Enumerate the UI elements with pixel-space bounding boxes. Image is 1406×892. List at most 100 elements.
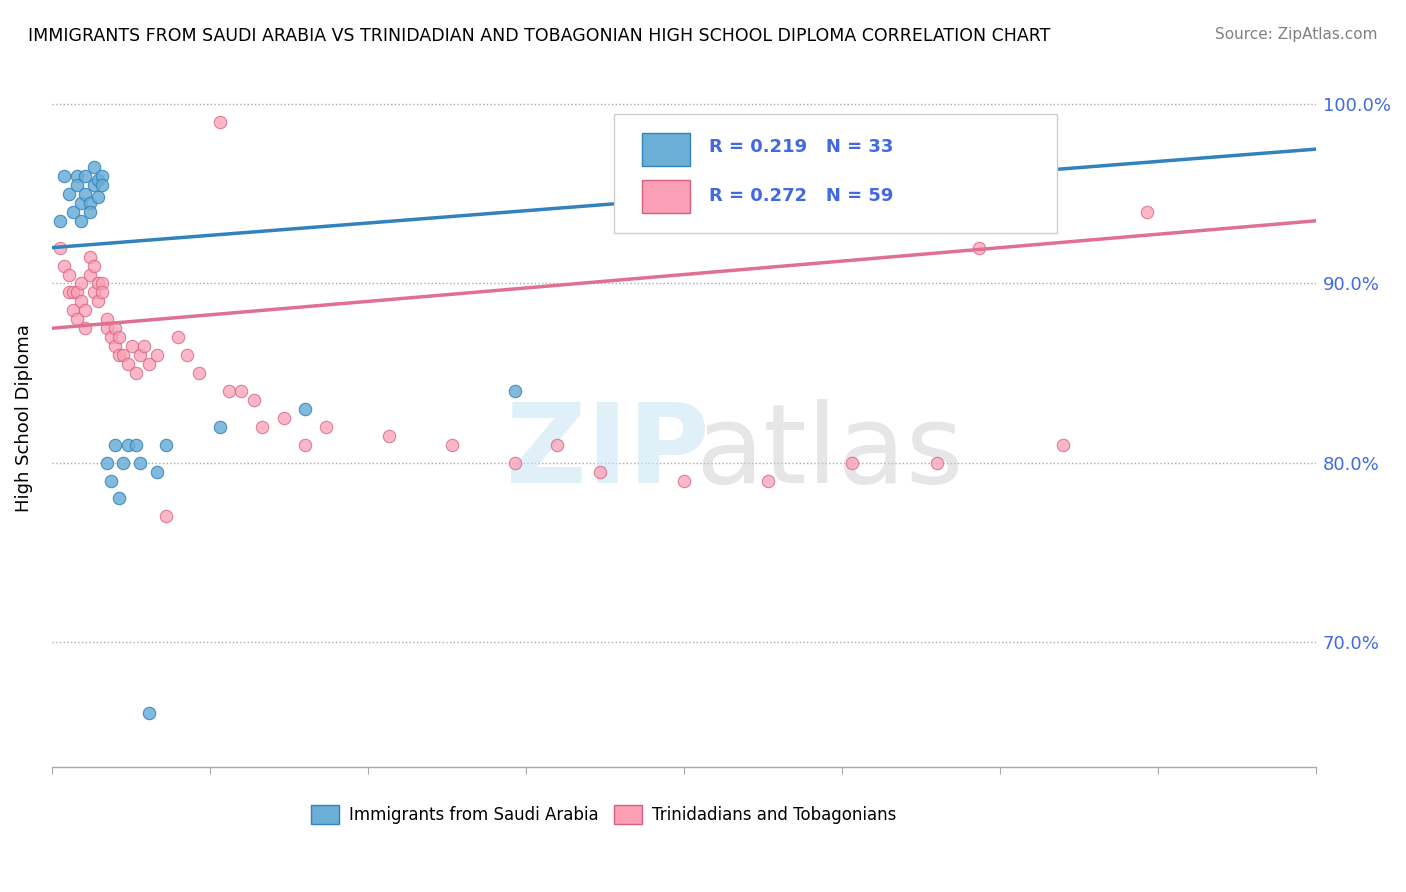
Point: [112, 456, 135, 470]
Point: [129, 456, 152, 470]
Point: [588, 465, 610, 479]
FancyBboxPatch shape: [643, 179, 690, 213]
Point: [91, 277, 114, 291]
Point: [104, 438, 127, 452]
Point: [75, 169, 97, 183]
Point: [1052, 438, 1074, 452]
Point: [117, 357, 139, 371]
FancyBboxPatch shape: [614, 114, 1057, 233]
Point: [243, 392, 266, 407]
Point: [58, 186, 80, 201]
Point: [75, 321, 97, 335]
Point: [104, 339, 127, 353]
Point: [49, 214, 72, 228]
Point: [252, 419, 274, 434]
Point: [70, 294, 93, 309]
Point: [79, 195, 101, 210]
Point: [75, 186, 97, 201]
Point: [967, 142, 990, 156]
Text: Source: ZipAtlas.com: Source: ZipAtlas.com: [1215, 27, 1378, 42]
Point: [83, 160, 105, 174]
Point: [91, 285, 114, 300]
Point: [70, 195, 93, 210]
Point: [79, 268, 101, 282]
Text: R = 0.219   N = 33: R = 0.219 N = 33: [709, 138, 894, 156]
Point: [66, 285, 89, 300]
Point: [87, 277, 110, 291]
Point: [100, 330, 122, 344]
Point: [125, 438, 148, 452]
Point: [58, 268, 80, 282]
Point: [70, 214, 93, 228]
Point: [87, 190, 110, 204]
Point: [53, 259, 76, 273]
Text: R = 0.272   N = 59: R = 0.272 N = 59: [709, 187, 894, 205]
Point: [58, 285, 80, 300]
Text: atlas: atlas: [695, 400, 963, 507]
Point: [62, 204, 84, 219]
Point: [62, 303, 84, 318]
Point: [70, 277, 93, 291]
Point: [155, 438, 177, 452]
Point: [209, 115, 232, 129]
Point: [925, 456, 948, 470]
Point: [129, 348, 152, 362]
Text: IMMIGRANTS FROM SAUDI ARABIA VS TRINIDADIAN AND TOBAGONIAN HIGH SCHOOL DIPLOMA C: IMMIGRANTS FROM SAUDI ARABIA VS TRINIDAD…: [28, 27, 1050, 45]
Point: [91, 169, 114, 183]
Point: [176, 348, 198, 362]
Point: [441, 438, 464, 452]
Point: [100, 474, 122, 488]
Point: [112, 348, 135, 362]
Point: [96, 321, 118, 335]
Point: [108, 491, 131, 506]
Point: [121, 339, 143, 353]
Text: Trinidadians and Tobagonians: Trinidadians and Tobagonians: [652, 805, 897, 823]
Point: [505, 384, 527, 398]
FancyBboxPatch shape: [614, 805, 643, 824]
Point: [66, 169, 89, 183]
Point: [49, 241, 72, 255]
Point: [167, 330, 190, 344]
Point: [108, 330, 131, 344]
Point: [104, 321, 127, 335]
Point: [96, 456, 118, 470]
Point: [378, 429, 401, 443]
Point: [87, 172, 110, 186]
Point: [53, 169, 76, 183]
Point: [83, 259, 105, 273]
Point: [108, 348, 131, 362]
Point: [231, 384, 253, 398]
Point: [218, 384, 240, 398]
Point: [138, 706, 160, 721]
Point: [125, 366, 148, 380]
Point: [546, 438, 568, 452]
Text: ZIP: ZIP: [506, 400, 710, 507]
Point: [79, 204, 101, 219]
Point: [83, 285, 105, 300]
Point: [62, 285, 84, 300]
Point: [134, 339, 156, 353]
FancyBboxPatch shape: [311, 805, 339, 824]
Point: [209, 419, 232, 434]
Point: [87, 294, 110, 309]
Point: [672, 474, 695, 488]
Point: [83, 178, 105, 192]
Text: Immigrants from Saudi Arabia: Immigrants from Saudi Arabia: [349, 805, 599, 823]
Y-axis label: High School Diploma: High School Diploma: [15, 324, 32, 512]
Point: [294, 438, 316, 452]
Point: [756, 474, 779, 488]
Point: [146, 348, 169, 362]
FancyBboxPatch shape: [643, 133, 690, 166]
Point: [294, 401, 316, 416]
Point: [66, 312, 89, 326]
Point: [117, 438, 139, 452]
Point: [96, 312, 118, 326]
Point: [146, 465, 169, 479]
Point: [505, 456, 527, 470]
Point: [66, 178, 89, 192]
Point: [315, 419, 337, 434]
Point: [155, 509, 177, 524]
Point: [1136, 204, 1159, 219]
Point: [75, 303, 97, 318]
Point: [91, 178, 114, 192]
